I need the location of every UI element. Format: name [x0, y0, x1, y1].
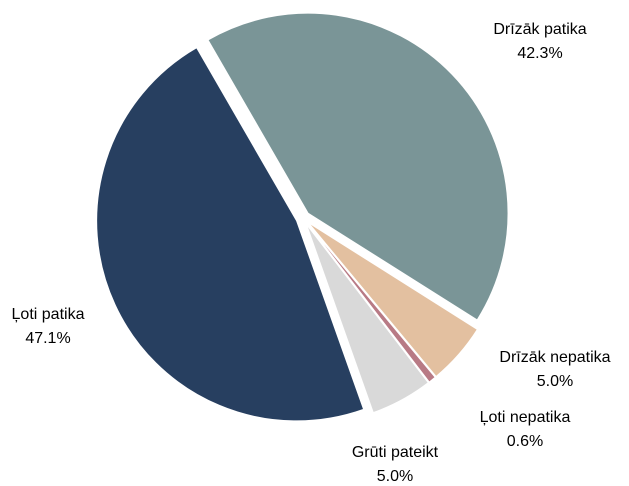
pie-slice — [305, 223, 429, 414]
slice-value: 47.1% — [25, 330, 70, 347]
pie-slice — [96, 47, 365, 422]
slice-value: 5.0% — [537, 373, 573, 390]
slice-value: 42.3% — [517, 45, 562, 62]
pie-slice — [307, 222, 479, 378]
slice-label: Drīzāk patika — [493, 21, 586, 38]
pie-slice — [306, 223, 436, 383]
slice-label: Ļoti patika — [12, 306, 85, 323]
slice-label: Grūti pateikt — [352, 444, 439, 461]
slice-label: Ļoti nepatika — [480, 409, 571, 426]
slice-label: Drīzāk nepatika — [499, 349, 610, 366]
pie-slice — [207, 12, 509, 321]
slice-value: 0.6% — [507, 433, 543, 450]
slice-value: 5.0% — [377, 468, 413, 485]
